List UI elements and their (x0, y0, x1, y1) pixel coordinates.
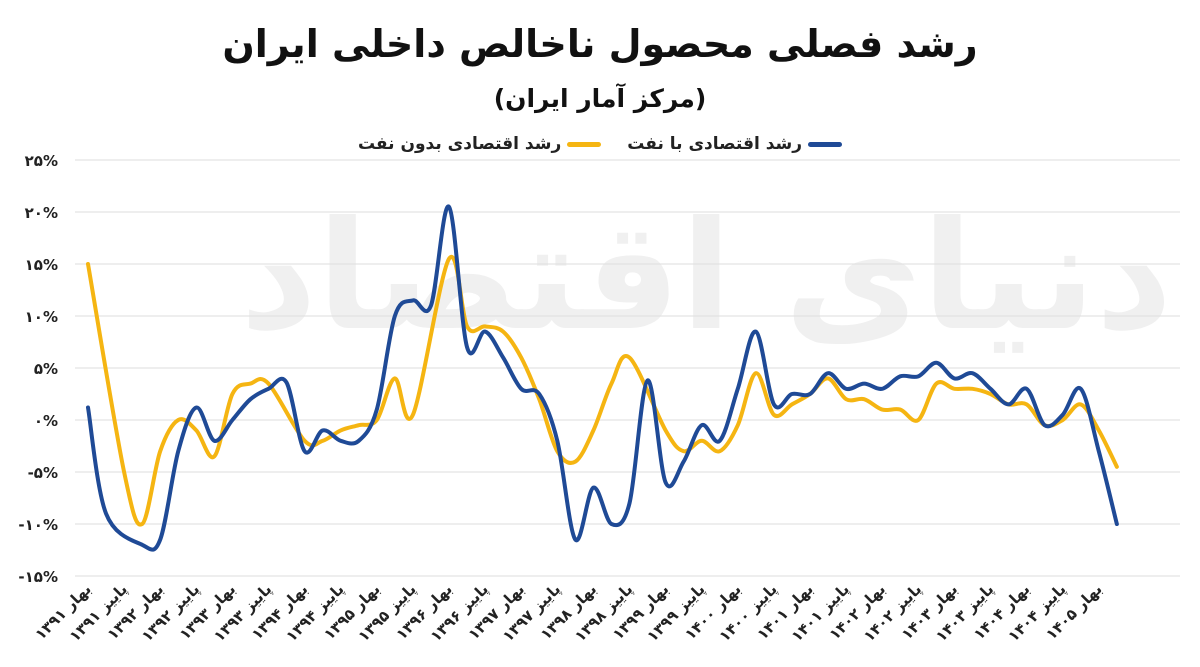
y-tick-label: ۲۵% (25, 152, 58, 170)
y-tick-label: -۵% (28, 464, 58, 482)
legend-label-with-oil: رشد اقتصادی با نفت (627, 134, 803, 154)
chart-subtitle: (مرکز آمار ایران) (493, 84, 707, 113)
legend: رشد اقتصادی با نفت رشد اقتصادی بدون نفت (0, 134, 1200, 154)
y-tick-label: ۰% (34, 412, 58, 430)
legend-item-without-oil: رشد اقتصادی بدون نفت (357, 134, 602, 154)
y-tick-label: ۵% (34, 360, 58, 378)
legend-item-with-oil: رشد اقتصادی با نفت (627, 134, 843, 154)
y-tick-label: -۱۵% (18, 568, 58, 586)
series-line-with-oil (86, 204, 1119, 552)
legend-swatch-with-oil (808, 141, 843, 147)
legend-label-without-oil: رشد اقتصادی بدون نفت (357, 134, 562, 154)
y-tick-label: ۱۰% (25, 308, 58, 326)
legend-swatch-without-oil (567, 141, 602, 147)
y-tick-label: -۱۰% (18, 516, 58, 534)
y-tick-label: ۲۰% (25, 204, 58, 222)
y-tick-label: ۱۵% (25, 256, 58, 274)
series-line-without-oil (86, 254, 1119, 527)
chart-title: رشد فصلی محصول ناخالص داخلی ایران (222, 22, 978, 66)
